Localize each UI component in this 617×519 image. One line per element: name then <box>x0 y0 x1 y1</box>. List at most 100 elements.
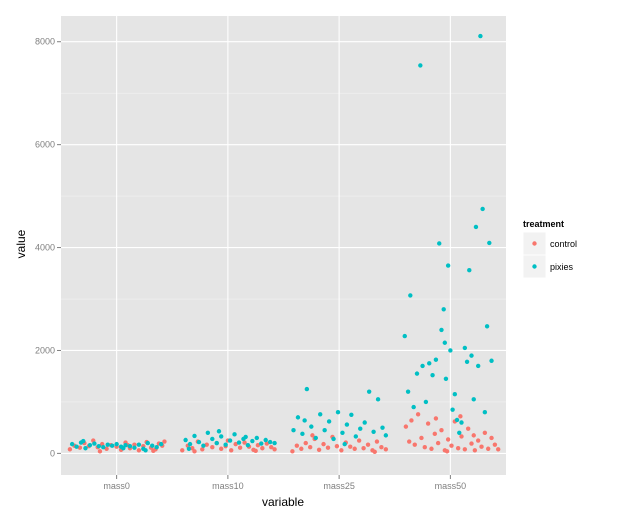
data-point-pixies <box>408 293 413 298</box>
data-point-pixies <box>383 433 389 438</box>
legend-label-pixies: pixies <box>550 262 574 272</box>
data-point-pixies <box>452 392 458 397</box>
data-point-pixies <box>295 415 301 420</box>
data-point-pixies <box>366 389 372 394</box>
data-point-pixies <box>69 441 75 447</box>
data-point-pixies <box>227 438 233 443</box>
data-point-pixies <box>187 441 193 447</box>
data-point-pixies <box>353 434 359 439</box>
data-point-pixies <box>302 418 307 423</box>
data-points <box>67 33 501 455</box>
data-point-pixies <box>414 371 420 376</box>
data-point-pixies <box>439 327 444 333</box>
data-point-control <box>383 447 389 452</box>
x-axis-ticks: mass0 mass10 mass25 mass50 <box>103 475 466 491</box>
data-point-pixies <box>418 63 423 68</box>
data-point-control <box>151 448 156 454</box>
data-point-control <box>492 442 498 447</box>
data-point-pixies <box>362 420 367 425</box>
data-point-pixies <box>411 404 416 410</box>
data-point-pixies <box>143 448 148 453</box>
data-point-control <box>162 439 167 444</box>
data-point-control <box>348 444 353 449</box>
x-tick-label: mass25 <box>323 481 355 491</box>
data-point-control <box>412 442 417 447</box>
data-point-pixies <box>471 397 476 402</box>
data-point-pixies <box>480 206 485 212</box>
data-point-pixies <box>450 407 455 412</box>
data-point-pixies <box>127 443 133 449</box>
data-point-control <box>264 441 270 446</box>
data-point-control <box>365 442 371 447</box>
data-point-pixies <box>344 422 350 427</box>
data-point-control <box>489 435 494 441</box>
grid-lines <box>61 16 506 475</box>
data-point-pixies <box>427 361 432 366</box>
data-point-pixies <box>441 307 446 312</box>
data-point-control <box>435 440 441 446</box>
data-point-pixies <box>309 424 314 429</box>
data-point-control <box>237 445 243 450</box>
data-point-pixies <box>331 436 336 442</box>
data-point-pixies <box>123 442 128 448</box>
data-point-control <box>180 448 185 453</box>
data-point-pixies <box>201 443 206 448</box>
data-point-pixies <box>464 359 470 364</box>
data-point-control <box>299 446 304 451</box>
data-point-control <box>334 443 340 449</box>
data-point-pixies <box>87 442 93 448</box>
data-point-control <box>482 430 488 435</box>
data-point-pixies <box>445 263 451 268</box>
data-point-pixies <box>259 441 264 446</box>
legend-label-control: control <box>550 239 577 249</box>
data-point-control <box>409 418 414 423</box>
data-point-control <box>403 424 409 429</box>
data-point-pixies <box>489 358 494 363</box>
data-point-pixies <box>358 426 363 431</box>
data-point-pixies <box>114 441 119 447</box>
data-point-pixies <box>442 340 448 345</box>
x-tick-label: mass10 <box>212 481 244 491</box>
data-point-pixies <box>205 430 211 435</box>
data-point-pixies <box>462 345 468 351</box>
data-point-control <box>200 447 205 452</box>
data-point-pixies <box>335 410 341 415</box>
data-point-control <box>67 447 73 452</box>
data-point-pixies <box>158 441 164 447</box>
plot-panel <box>61 16 506 475</box>
data-point-pixies <box>482 410 488 415</box>
data-point-pixies <box>243 434 248 440</box>
x-tick-label: mass0 <box>103 481 130 491</box>
data-point-control <box>429 446 434 451</box>
data-point-control <box>219 446 224 451</box>
data-point-pixies <box>420 363 425 369</box>
data-point-pixies <box>223 442 228 447</box>
data-point-control <box>192 449 197 454</box>
data-point-pixies <box>81 438 86 444</box>
data-point-control <box>233 441 238 447</box>
data-point-control <box>472 448 478 453</box>
data-point-control <box>272 447 277 452</box>
data-point-pixies <box>196 439 202 445</box>
data-point-control <box>316 447 322 452</box>
data-point-pixies <box>96 443 102 449</box>
data-point-pixies <box>318 412 323 417</box>
data-point-control <box>462 447 468 452</box>
data-point-control <box>445 437 451 442</box>
data-point-control <box>458 414 463 419</box>
data-point-control <box>374 439 380 444</box>
data-point-pixies <box>136 442 142 447</box>
data-point-control <box>339 448 344 453</box>
y-axis-title: value <box>14 229 28 258</box>
data-point-pixies <box>433 357 439 362</box>
data-point-pixies <box>109 443 115 448</box>
data-point-pixies <box>478 33 483 39</box>
data-point-control <box>190 446 195 451</box>
data-point-control <box>269 445 274 450</box>
data-point-control <box>475 438 481 443</box>
data-point-control <box>486 446 491 451</box>
x-axis-title: variable <box>262 495 304 509</box>
data-point-pixies <box>300 431 305 437</box>
data-point-pixies <box>437 241 442 246</box>
